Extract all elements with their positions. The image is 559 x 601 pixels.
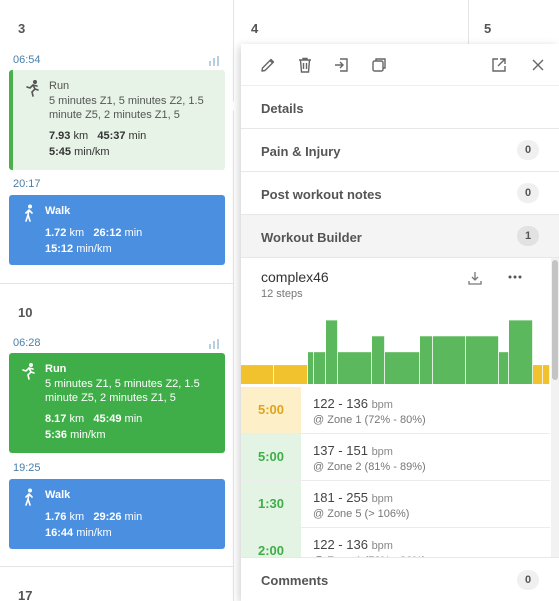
workout-card-run[interactable]: Run 5 minutes Z1, 5 minutes Z2, 1.5 minu… [9, 70, 225, 170]
day-number[interactable]: 4 [251, 21, 259, 36]
profile-bar [509, 320, 533, 384]
workout-stats: 1.76 km 29:26 min [45, 511, 143, 523]
close-icon[interactable] [529, 56, 547, 74]
workout-stats: 1.72 km 26:12 min [45, 227, 143, 239]
step-duration: 1:30 [241, 481, 301, 527]
profile-bar [338, 352, 372, 384]
step-duration: 5:00 [241, 434, 301, 480]
pencil-icon[interactable] [259, 56, 277, 74]
scrollbar[interactable] [551, 258, 559, 557]
workout-profile-chart [241, 320, 550, 384]
section-pain-injury[interactable]: Pain & Injury 0 [241, 129, 559, 172]
workout-card-walk[interactable]: Walk 1.76 km 29:26 min 16:44 min/km [9, 479, 225, 549]
popup-caret [229, 94, 241, 118]
workout-time: 06:28 [13, 337, 41, 349]
walk-icon [25, 204, 33, 222]
external-link-icon[interactable] [490, 56, 508, 74]
profile-bar [314, 352, 326, 384]
profile-bar [466, 336, 499, 384]
profile-bar [274, 365, 308, 384]
workout-card-run[interactable]: Run 5 minutes Z1, 5 minutes Z2, 1.5 minu… [9, 353, 225, 453]
workout-type: Run [49, 80, 70, 92]
count-badge: 0 [517, 183, 539, 203]
workout-step[interactable]: 1:30 181 - 255 bpm @ Zone 5 (> 106%) [241, 481, 550, 528]
profile-bar [385, 352, 420, 384]
workout-stats: 8.17 km 45:49 min [45, 413, 143, 425]
workout-type: Run [45, 363, 67, 375]
profile-bar [420, 336, 433, 384]
day-number[interactable]: 10 [18, 305, 33, 320]
profile-bar [499, 352, 509, 384]
workout-time: 06:54 [13, 54, 41, 66]
step-zone: @ Zone 1 (72% - 80%) [313, 555, 426, 557]
workout-description: 5 minutes Z1, 5 minutes Z2, 1.5 minute Z… [45, 378, 200, 404]
profile-bar [543, 365, 550, 384]
week-divider [0, 283, 233, 284]
walk-icon [25, 488, 33, 506]
step-duration: 2:00 [241, 528, 301, 557]
workout-builder-panel: complex46 12 steps 5:00 122 - 136 bpm @ Zo… [241, 258, 559, 557]
step-heart-rate: 122 - 136 bpm [313, 396, 393, 411]
workout-pace: 5:45 min/km [49, 146, 110, 158]
count-badge: 0 [517, 570, 539, 590]
profile-bar [533, 365, 543, 384]
workout-card-walk[interactable]: Walk 1.72 km 26:12 min 15:12 min/km [9, 195, 225, 265]
profile-bar [241, 365, 274, 384]
workout-stats: 7.93 km 45:37 min [49, 130, 147, 142]
bar-chart-icon[interactable] [209, 56, 221, 66]
step-zone: @ Zone 2 (81% - 89%) [313, 461, 426, 473]
section-comments[interactable]: Comments 0 [241, 557, 559, 601]
workout-pace: 5:36 min/km [45, 429, 106, 441]
workout-time: 20:17 [13, 178, 41, 190]
workout-type: Walk [45, 489, 71, 501]
week-divider [0, 566, 233, 567]
run-icon [22, 363, 35, 380]
download-icon[interactable] [467, 270, 483, 286]
step-zone: @ Zone 5 (> 106%) [313, 508, 410, 520]
profile-bar [308, 352, 314, 384]
profile-bar [372, 336, 385, 384]
profile-bar [326, 320, 338, 384]
scrollbar-thumb[interactable] [552, 260, 558, 380]
step-duration: 5:00 [241, 387, 301, 433]
count-badge: 1 [517, 226, 539, 246]
workout-time: 19:25 [13, 462, 41, 474]
move-icon[interactable] [333, 56, 351, 74]
workout-pace: 15:12 min/km [45, 243, 112, 255]
section-workout-builder[interactable]: Workout Builder 1 [241, 215, 559, 258]
workout-type: Walk [45, 205, 71, 217]
run-icon [26, 80, 39, 97]
workout-step[interactable]: 5:00 122 - 136 bpm @ Zone 1 (72% - 80%) [241, 387, 550, 434]
steps-count: 12 steps [261, 288, 303, 300]
count-badge: 0 [517, 140, 539, 160]
step-heart-rate: 122 - 136 bpm [313, 537, 393, 552]
section-post-workout-notes[interactable]: Post workout notes 0 [241, 172, 559, 215]
popup-toolbar [241, 44, 559, 86]
bar-chart-icon[interactable] [209, 339, 221, 349]
workout-step[interactable]: 2:00 122 - 136 bpm @ Zone 1 (72% - 80%) [241, 528, 550, 557]
workout-description: 5 minutes Z1, 5 minutes Z2, 1.5 minute Z… [49, 95, 204, 121]
step-heart-rate: 181 - 255 bpm [313, 490, 393, 505]
workout-pace: 16:44 min/km [45, 527, 112, 539]
step-heart-rate: 137 - 151 bpm [313, 443, 393, 458]
trash-icon[interactable] [296, 56, 314, 74]
workout-step[interactable]: 5:00 137 - 151 bpm @ Zone 2 (81% - 89%) [241, 434, 550, 481]
step-zone: @ Zone 1 (72% - 80%) [313, 414, 426, 426]
profile-bar [433, 336, 466, 384]
column-divider [233, 0, 234, 601]
more-icon[interactable] [507, 275, 523, 279]
workout-popup: Details Pain & Injury 0 Post workout note… [241, 44, 559, 601]
workout-name[interactable]: complex46 [261, 269, 329, 285]
day-number[interactable]: 5 [484, 21, 492, 36]
copy-icon[interactable] [370, 56, 388, 74]
day-number[interactable]: 17 [18, 588, 33, 601]
section-details[interactable]: Details [241, 86, 559, 129]
day-number[interactable]: 3 [18, 21, 26, 36]
